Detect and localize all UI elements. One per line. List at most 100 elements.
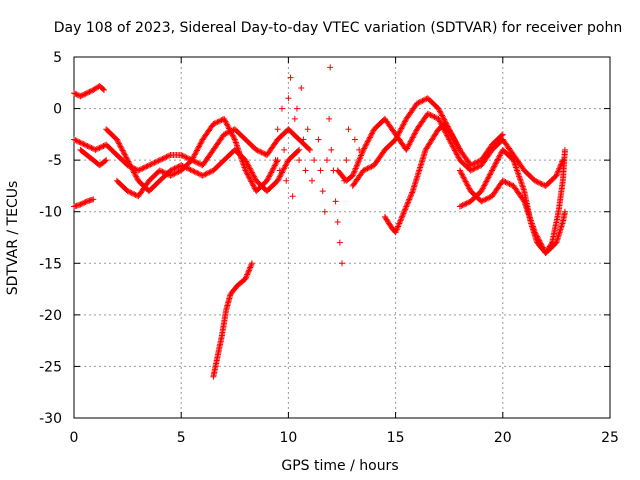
trace-h-point <box>447 139 454 146</box>
trace-l-point <box>460 201 467 208</box>
scatter-noon-point <box>296 157 303 164</box>
trace-c-point <box>237 152 244 159</box>
trace-a-point <box>99 143 106 150</box>
trace-b-point <box>195 170 202 177</box>
scatter-noon-point <box>278 105 285 112</box>
trace-j-point <box>404 200 411 207</box>
trace-l-point <box>481 181 488 188</box>
trace-a-point <box>77 139 84 146</box>
trace-d-point <box>90 196 97 203</box>
trace-c-point <box>238 155 245 162</box>
trace-i-point <box>401 120 408 127</box>
trace-k-point <box>460 174 467 181</box>
trace-c-point <box>273 158 280 165</box>
trace-l-point <box>518 179 525 186</box>
trace-a-point <box>259 150 266 157</box>
trace-h-point <box>444 133 451 140</box>
trace-h-point <box>353 164 360 171</box>
trace-a-point <box>84 142 91 149</box>
trace-i-point <box>394 133 401 140</box>
trace-j-point <box>408 190 415 197</box>
trace-j-point <box>454 142 461 149</box>
trace-i-point <box>397 126 404 133</box>
trace-h-point <box>363 141 370 148</box>
trace-a-point <box>85 143 92 150</box>
trace-l-point <box>481 182 488 189</box>
y-tick-label: 5 <box>53 50 62 66</box>
trace-h-point <box>426 111 433 118</box>
trace-j-point <box>448 131 455 138</box>
trace-c-point <box>159 168 166 175</box>
y-tick-label: 0 <box>53 102 62 118</box>
trace-a-point <box>139 165 146 172</box>
trace-i-point <box>367 164 374 171</box>
trace-b-point <box>118 146 125 153</box>
scatter-noon-point <box>272 157 279 164</box>
trace-j-point <box>455 144 462 151</box>
scatter-noon-point <box>304 126 311 133</box>
scatter-noon-point <box>317 167 324 174</box>
scatter-noon-point <box>311 157 318 164</box>
trace-h-point <box>411 130 418 137</box>
trace-e-point <box>82 90 89 97</box>
trace-l-point <box>485 174 492 181</box>
trace-a-point <box>93 146 100 153</box>
trace-j-point <box>406 196 413 203</box>
trace-c-point <box>231 135 238 142</box>
trace-h-point <box>404 145 411 152</box>
trace-l-point <box>484 175 491 182</box>
trace-l-point <box>486 172 493 179</box>
trace-f-point <box>103 157 110 164</box>
trace-l-point <box>513 164 520 171</box>
trace-b-point <box>116 142 123 149</box>
trace-c-point <box>263 177 270 184</box>
trace-k-point <box>461 177 468 184</box>
trace-h-point <box>350 169 357 176</box>
trace-c-point <box>229 132 236 139</box>
scatter-noon-point <box>330 167 337 174</box>
trace-b-point <box>250 172 257 179</box>
trace-b-point <box>192 169 199 176</box>
trace-h-point <box>473 164 479 171</box>
trace-a-point <box>179 152 186 159</box>
trace-h-point <box>408 137 415 144</box>
trace-b-point <box>283 159 290 166</box>
trace-b-point <box>133 175 140 182</box>
trace-b-point <box>186 166 193 173</box>
trace-b-point <box>126 161 133 168</box>
trace-j-point <box>394 224 401 231</box>
trace-c-point <box>226 126 233 133</box>
trace-i-point <box>420 97 427 104</box>
trace-i-point <box>438 111 445 118</box>
trace-a-point <box>136 166 143 173</box>
scatter-noon-point <box>327 64 334 71</box>
trace-g-point <box>244 271 251 278</box>
trace-l-point <box>510 157 517 164</box>
trace-c-point <box>191 151 198 158</box>
trace-l-point <box>479 186 486 193</box>
trace-c-point <box>227 128 234 135</box>
trace-c-point <box>270 165 277 172</box>
trace-i-point <box>399 124 406 131</box>
trace-c-point <box>236 149 243 156</box>
trace-c-point <box>240 161 247 168</box>
trace-j-point <box>396 220 403 227</box>
trace-h-point <box>467 167 474 174</box>
trace-h-point <box>554 169 561 176</box>
trace-a-point <box>182 153 189 160</box>
trace-a-point <box>97 144 104 151</box>
trace-a-point <box>258 149 265 156</box>
trace-c-point <box>190 154 197 161</box>
trace-c-point <box>233 140 240 147</box>
trace-k-point <box>465 183 472 190</box>
trace-h-point <box>537 180 544 187</box>
trace-h-point <box>470 166 477 173</box>
scatter-noon-point <box>298 84 305 91</box>
trace-b-point <box>116 140 123 147</box>
trace-b-point <box>279 168 286 175</box>
trace-b-point <box>187 166 194 173</box>
trace-h-point <box>355 159 362 166</box>
x-tick-label: 10 <box>279 430 297 446</box>
trace-l-point <box>490 164 497 171</box>
trace-b-point <box>206 169 213 176</box>
